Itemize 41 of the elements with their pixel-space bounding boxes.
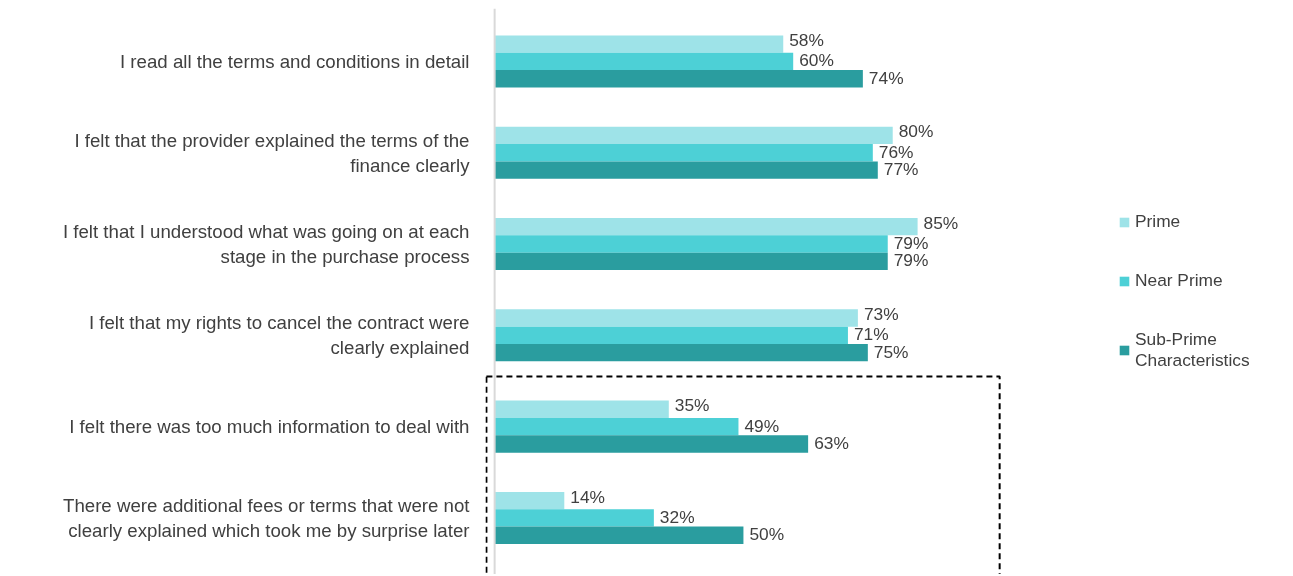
bar — [494, 52, 794, 71]
y-tick-label: There were additional fees or terms that were not clearly explained which took me by surprise later — [63, 494, 471, 541]
bar — [494, 343, 868, 362]
data-label: 77% — [883, 159, 919, 180]
bar — [494, 252, 888, 271]
y-tick-label: I felt that I understood what was going on at each stage in the purchase process — [62, 220, 470, 268]
bar — [494, 35, 784, 53]
y-tick-label: I felt that my rights to cancel the contract were clearly explained — [88, 312, 470, 359]
data-label: 80% — [898, 121, 934, 142]
data-label: 32% — [659, 506, 695, 527]
bar — [494, 400, 669, 418]
data-label: 74% — [868, 67, 904, 88]
data-label: 73% — [863, 303, 899, 324]
legend-label: Prime — [1135, 211, 1182, 232]
data-label: 49% — [744, 415, 780, 436]
data-label: 58% — [789, 30, 824, 51]
data-label: 76% — [878, 141, 914, 162]
data-label: 60% — [799, 50, 834, 71]
y-tick-label: I felt there was too much information to deal with — [69, 416, 470, 438]
bar — [494, 144, 873, 162]
bar — [494, 70, 863, 88]
bar — [494, 435, 809, 453]
data-label: 85% — [923, 212, 959, 233]
bar — [494, 509, 654, 527]
y-tick-label: I felt that the provider explained the terms of the finance clearly — [74, 129, 471, 176]
legend-label: Near Prime — [1135, 270, 1224, 291]
bar — [494, 491, 565, 510]
bar — [494, 326, 848, 344]
data-label: 14% — [570, 486, 605, 507]
data-label: 63% — [814, 432, 849, 453]
data-label: 35% — [674, 395, 710, 416]
bar — [494, 161, 878, 179]
legend-label: Sub-Prime Characteristics — [1135, 329, 1251, 371]
bar — [494, 218, 918, 236]
bar — [494, 126, 893, 145]
bar — [494, 417, 739, 436]
bar — [494, 526, 744, 544]
y-tick-label: I read all the terms and conditions in detail — [120, 50, 470, 72]
bar — [494, 309, 858, 327]
data-label: 50% — [749, 524, 785, 545]
bar — [494, 235, 888, 253]
